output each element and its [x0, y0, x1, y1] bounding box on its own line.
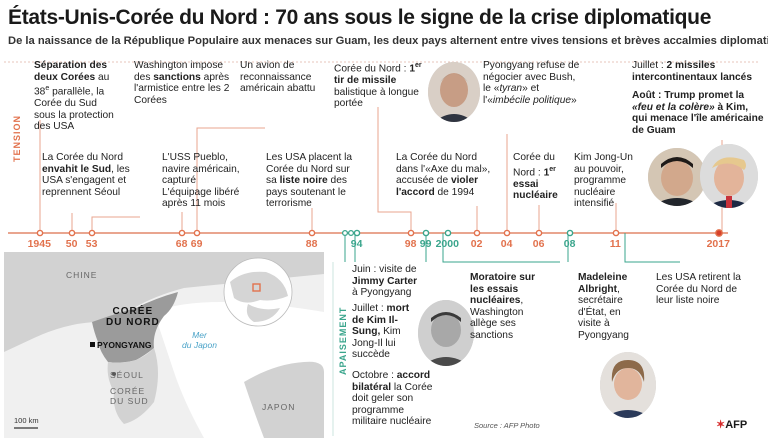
- event-1994-october: Octobre : accord bilatéral la Corée doit…: [352, 370, 433, 428]
- photo-kim-il-sung: [418, 300, 474, 366]
- timeline-marker: [36, 229, 44, 237]
- year-label: 2000: [435, 238, 459, 250]
- afp-logo-icon: ✶: [716, 419, 726, 431]
- year-label: 99: [419, 238, 432, 250]
- event-1969: Un avion de reconnaissance américain aba…: [240, 60, 316, 95]
- year-label: 06: [532, 238, 545, 250]
- map-label-pyongyang: PYONGYANG: [97, 340, 152, 350]
- event-2006: Corée du Nord : 1er essai nucléaire: [513, 152, 558, 202]
- event-1968: L'USS Pueblo, navire américain, capturé L…: [162, 152, 240, 210]
- timeline-marker: [347, 229, 355, 237]
- event-1988: Les USA placent la Corée du Nord sur sa …: [266, 152, 353, 210]
- event-2011: Kim Jong-Un au pouvoir, programme nucléa…: [574, 152, 633, 210]
- map-korea: CHINE CORÉE DU NORD PYONGYANG Mer du Japon…: [4, 252, 324, 438]
- timeline-marker: [68, 229, 76, 237]
- event-1994-july: Juillet : mort de Kim Il-Sung, Kim Jong-…: [352, 303, 410, 361]
- year-label: 02: [470, 238, 483, 250]
- timeline-marker: [353, 229, 361, 237]
- event-1998: Corée du Nord : 1er tir de missile balis…: [334, 62, 422, 110]
- event-2000: Madeleine Albright, secrétaire d'État, e…: [578, 272, 629, 341]
- event-2004: Pyongyang refuse de négocier avec Bush, …: [483, 60, 580, 106]
- year-label: 68: [175, 238, 188, 250]
- year-label: 11: [609, 238, 621, 250]
- event-2017-august: Août : Trump promet la «feu et la colère…: [632, 90, 764, 136]
- year-label: 08: [563, 238, 576, 250]
- event-1994-june: Juin : visite de Jimmy Carter à Pyongyan…: [352, 264, 418, 299]
- map-scale: 100 km: [14, 416, 39, 425]
- map-label-north-korea: CORÉE DU NORD: [106, 306, 160, 328]
- timeline-marker: [535, 229, 543, 237]
- timeline-marker: [612, 229, 620, 237]
- event-1999: Moratoire sur les essais nucléaires, Was…: [470, 272, 536, 341]
- year-label: 53: [85, 238, 98, 250]
- map-label-south-korea: CORÉE DU SUD: [110, 386, 149, 406]
- timeline-marker: [178, 229, 186, 237]
- event-1950: La Corée du Nord envahit le Sud, les USA…: [42, 152, 130, 198]
- map-label-japan: JAPON: [262, 402, 296, 412]
- year-label: 88: [305, 238, 318, 250]
- year-label: 69: [190, 238, 203, 250]
- afp-logo: ✶AFP: [716, 419, 748, 431]
- event-1945: Séparation des deux Corées au 38e parall…: [34, 60, 114, 133]
- timeline-marker: [566, 229, 574, 237]
- timeline-marker: [308, 229, 316, 237]
- photo-madeleine-albright: [600, 352, 656, 418]
- event-2008: Les USA retirent la Corée du Nord de leu…: [656, 272, 741, 307]
- year-label: 50: [65, 238, 78, 250]
- year-label: 98: [404, 238, 417, 250]
- page-title: États-Unis-Corée du Nord : 70 ans sous l…: [8, 6, 712, 29]
- map-shapes: [4, 252, 324, 438]
- page-subtitle: De la naissance de la République Populai…: [8, 35, 768, 47]
- year-label: 04: [500, 238, 513, 250]
- photo-kim-jong-un: [648, 148, 706, 206]
- map-label-seoul: SÉOUL: [110, 370, 144, 380]
- event-2017-july: Juillet : 2 missiles intercontinentaux l…: [632, 60, 753, 83]
- source-credit: Source : AFP Photo: [474, 421, 540, 430]
- year-label: 94: [350, 238, 363, 250]
- timeline-marker: [88, 229, 96, 237]
- timeline-marker: [341, 229, 349, 237]
- timeline-marker: [503, 229, 511, 237]
- timeline-marker: [422, 229, 430, 237]
- band-label-apaisement: APAISEMENT: [338, 306, 348, 375]
- event-2002: La Corée du Nord dans l'«Axe du mal», ac…: [396, 152, 491, 198]
- event-1953: Washington impose des sanctions après l'…: [134, 60, 230, 106]
- timeline-marker: [193, 229, 201, 237]
- timeline-marker: [715, 229, 723, 237]
- year-label: 2017: [706, 238, 730, 250]
- band-label-tension: TENSION: [12, 114, 22, 162]
- map-label-sea-of-japan: Mer du Japon: [182, 330, 217, 350]
- timeline-marker: [473, 229, 481, 237]
- timeline-marker: [444, 229, 452, 237]
- year-label: 1945: [27, 238, 51, 250]
- timeline-marker: [407, 229, 415, 237]
- photo-donald-trump: [700, 144, 758, 208]
- photo-george-bush: [428, 62, 480, 122]
- map-label-china: CHINE: [66, 270, 98, 280]
